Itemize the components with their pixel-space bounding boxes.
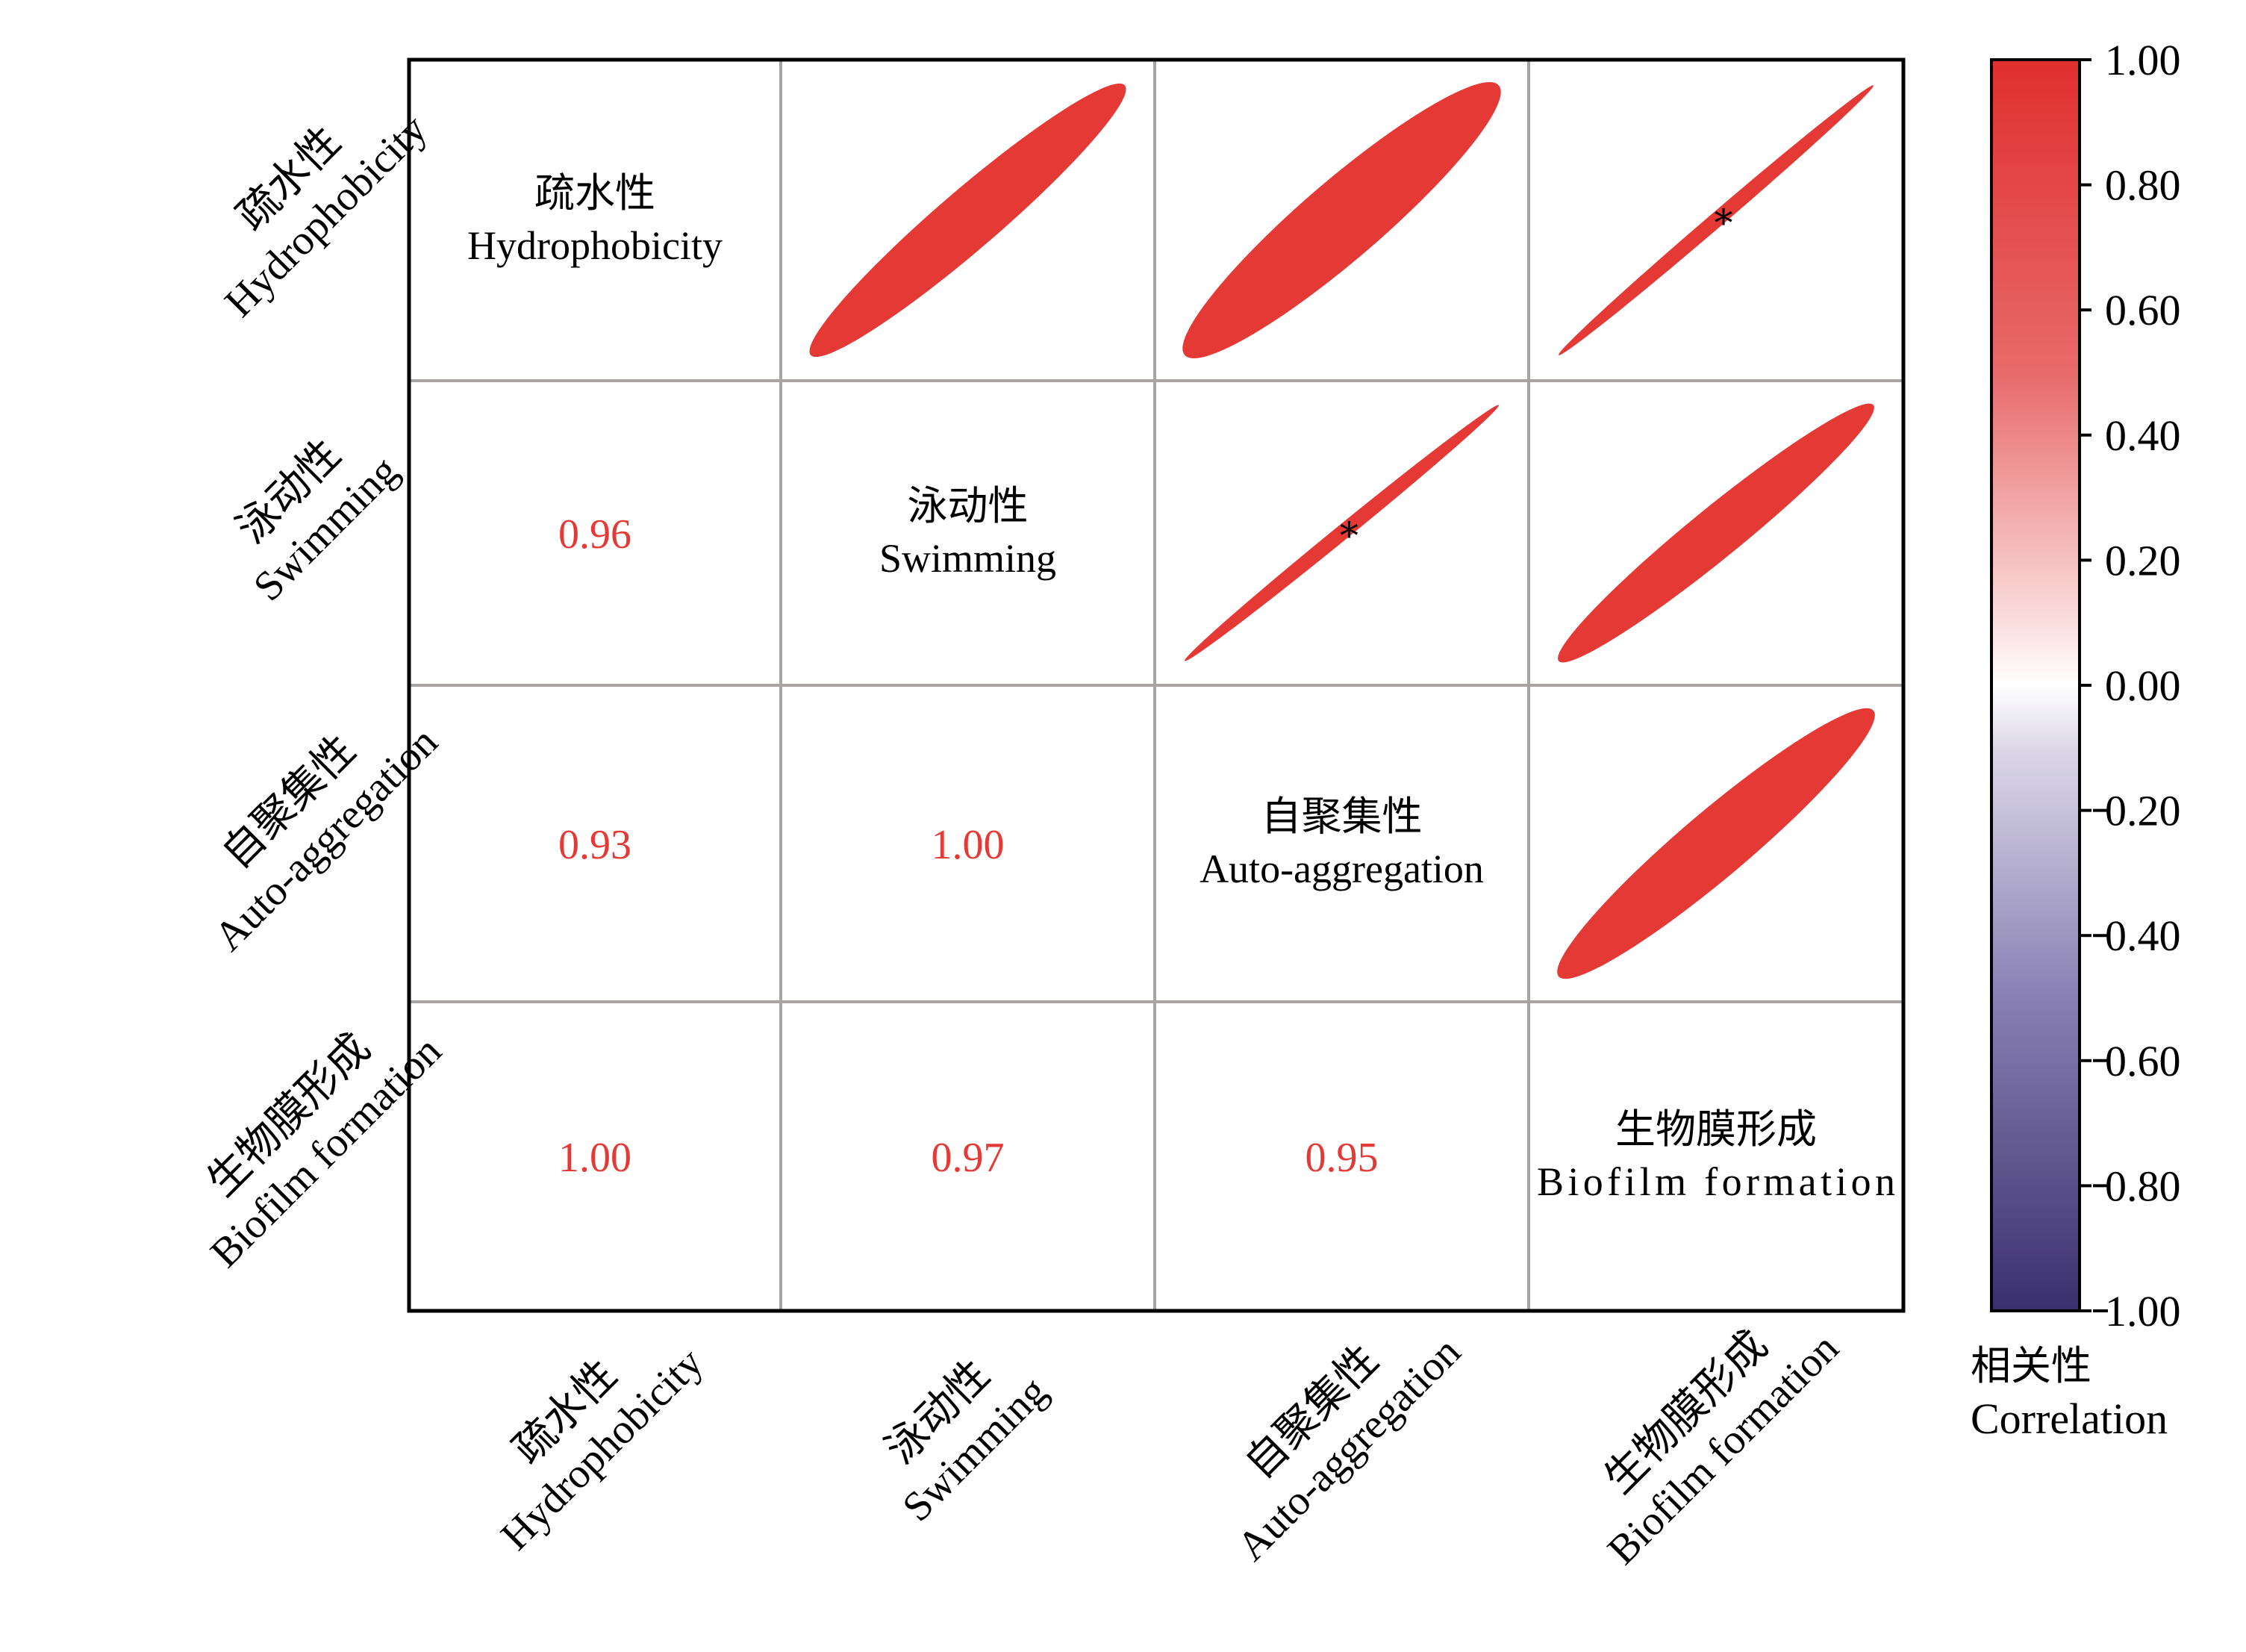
- colorbar-tick-label: 0.80: [2105, 1162, 2181, 1210]
- colorbar-tick-label: 0.60: [2105, 286, 2181, 334]
- colorbar-title-en: Correlation: [1971, 1394, 2168, 1443]
- correlation-value-label: 1.00: [558, 1135, 631, 1181]
- correlation-ellipse: [1558, 403, 1874, 663]
- colorbar-tick-label: 0.40: [2105, 411, 2181, 460]
- colorbar-title-cn: 相关性: [1971, 1342, 2091, 1389]
- grid-lines: [409, 60, 1903, 1311]
- correlation-ellipse: [1557, 708, 1875, 979]
- diagonal-label-cn: 疏水性: [534, 169, 655, 216]
- correlation-value-label: 0.93: [558, 822, 631, 868]
- colorbar-tick-label: 0.40: [2105, 911, 2181, 960]
- colorbar-tick-label: 0.80: [2105, 161, 2181, 210]
- correlation-value-label: 0.96: [558, 511, 631, 558]
- significance-star: *: [1715, 202, 1733, 245]
- diagonal-label-cn: 泳动性: [908, 482, 1029, 529]
- significance-star: *: [1340, 514, 1358, 558]
- colorbar-tick-label: 1.00: [2105, 1287, 2181, 1335]
- upper-ellipses: **: [809, 82, 1875, 979]
- correlation-value-label: 0.97: [932, 1135, 1005, 1181]
- correlation-value-label: 1.00: [932, 822, 1005, 868]
- correlation-ellipse: [1559, 85, 1874, 355]
- colorbar-tick-label: 0.60: [2105, 1037, 2181, 1085]
- diagonal-label-cn: 自聚集性: [1261, 793, 1423, 840]
- diagonal-label-en: Hydrophobicity: [467, 223, 723, 268]
- matrix-frame: [407, 57, 1906, 1313]
- diagonal-label-en: Biofilm formation: [1537, 1159, 1895, 1204]
- diagonal-variable-labels: 疏水性 Hydrophobicity 泳动性 Swimming 自聚集性 Auto-agg…: [467, 169, 1895, 1204]
- colorbar-ticks: 1.00 0.80 0.60 0.40 0.20 0.00 0.20 0.40 0.60 0.80…: [2080, 36, 2181, 1335]
- colorbar-bar: [1990, 58, 2081, 1312]
- lower-correlation-labels: 0.96 0.93 1.00 1.00 0.97 0.95: [558, 511, 1379, 1181]
- colorbar-tick-label: 0.20: [2105, 787, 2181, 835]
- correlation-ellipse: [1184, 405, 1500, 661]
- correlation-ellipse: [809, 83, 1126, 358]
- diagonal-label-cn: 生物膜形成: [1615, 1106, 1817, 1153]
- colorbar-tick-label: 0.20: [2105, 536, 2181, 585]
- colorbar-tick-label: 1.00: [2105, 36, 2181, 84]
- colorbar-tick-label: 0.00: [2105, 661, 2181, 710]
- diagonal-label-en: Swimming: [879, 536, 1056, 581]
- correlation-value-label: 0.95: [1306, 1135, 1379, 1181]
- correlation-ellipse: [1182, 82, 1501, 358]
- diagonal-label-en: Auto-aggregation: [1200, 847, 1484, 891]
